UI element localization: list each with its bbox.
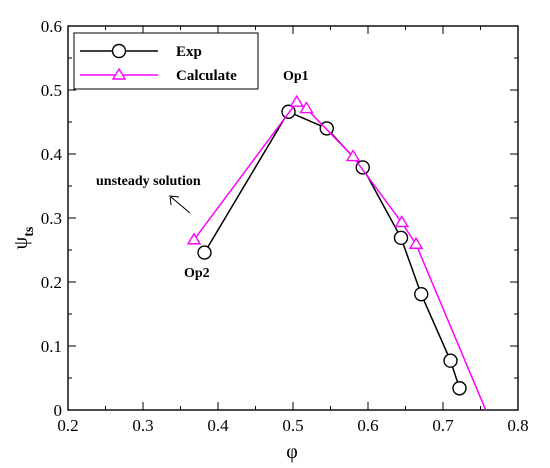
annotation-arrow	[169, 195, 191, 214]
data-point-calculate	[345, 149, 361, 162]
x-tick-label: 0.7	[432, 416, 454, 435]
x-tick-label: 0.6	[357, 416, 378, 435]
data-point-exp	[452, 381, 467, 396]
x-tick-label: 0.5	[282, 416, 303, 435]
y-tick-label: 0.2	[41, 273, 62, 292]
legend-calc-marker	[111, 67, 127, 80]
x-tick-label: 0.4	[207, 416, 229, 435]
data-point-exp	[393, 230, 409, 246]
data-point-exp	[443, 353, 458, 368]
svg-text:ψts: ψts	[10, 226, 37, 249]
annotation-op2: Op2	[184, 266, 210, 281]
data-point-exp	[414, 286, 429, 302]
y-tick-label: 0.6	[41, 17, 62, 36]
data-point-calculate	[186, 232, 202, 245]
legend-calc-label: Calculate	[176, 68, 237, 84]
y-tick-label: 0	[54, 401, 63, 420]
data-point-calculate	[408, 236, 424, 249]
data-point-calculate	[289, 94, 304, 107]
legend-exp-label: Exp	[176, 44, 202, 60]
data-point-calculate	[299, 101, 314, 114]
x-tick-label: 0.2	[57, 416, 78, 435]
y-axis-label-main: ψ	[10, 236, 32, 249]
data-point-exp	[197, 245, 212, 260]
series-line-exp	[203, 110, 461, 389]
data-point-calculate	[394, 215, 409, 228]
legend: Exp Calculate	[73, 32, 259, 90]
series-calculate	[186, 94, 487, 411]
x-tick-label: 0.8	[507, 416, 528, 435]
y-tick-label: 0.5	[41, 81, 62, 100]
legend-box	[73, 32, 259, 90]
y-tick-label: 0.3	[41, 209, 62, 228]
annotation-unsteady: unsteady solution	[96, 174, 201, 189]
y-axis-label-sub: ts	[22, 226, 37, 237]
x-axis-label: φ	[286, 441, 298, 463]
series-layer	[186, 94, 487, 411]
annotation-op1: Op1	[283, 69, 309, 84]
series-line-calculate	[193, 101, 487, 411]
y-axis-label: ψts	[10, 226, 37, 249]
series-exp	[197, 104, 467, 396]
y-tick-label: 0.4	[41, 145, 63, 164]
x-tick-label: 0.3	[132, 416, 153, 435]
legend-exp-marker	[111, 43, 127, 59]
y-tick-label: 0.1	[41, 337, 62, 356]
axis-ticks: 0.2 0.3 0.4 0.5 0.6 0.7 0.8 0 0.1 0.2 0.3 0.4 0.5 0.6	[41, 17, 529, 435]
